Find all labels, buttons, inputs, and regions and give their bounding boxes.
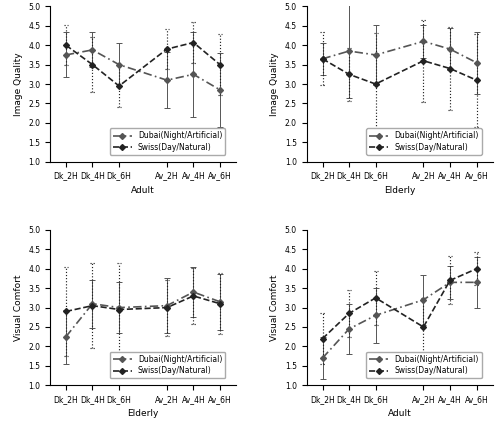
X-axis label: Elderly: Elderly [384,186,415,195]
Legend: Dubai(Night/Artificial), Swiss(Day/Natural): Dubai(Night/Artificial), Swiss(Day/Natur… [110,352,226,378]
Dubai(Night/Artificial) [320,56,326,61]
Legend: Dubai(Night/Artificial), Swiss(Day/Natural): Dubai(Night/Artificial), Swiss(Day/Natur… [366,352,482,378]
Swiss(Day/Natural) [217,301,223,306]
Dubai(Night/Artificial) [372,313,378,318]
Swiss(Day/Natural) [190,40,196,45]
Y-axis label: Visual Comfort: Visual Comfort [14,274,22,341]
Dubai(Night/Artificial) [346,48,352,54]
Dubai(Night/Artificial) [63,52,69,57]
Line: Swiss(Day/Natural): Swiss(Day/Natural) [64,294,222,314]
Swiss(Day/Natural) [190,293,196,298]
Line: Dubai(Night/Artificial): Dubai(Night/Artificial) [64,48,222,92]
Line: Dubai(Night/Artificial): Dubai(Night/Artificial) [320,280,478,360]
Dubai(Night/Artificial) [90,48,96,53]
Dubai(Night/Artificial) [164,303,170,308]
Swiss(Day/Natural) [372,295,378,300]
Swiss(Day/Natural) [320,336,326,341]
Legend: Dubai(Night/Artificial), Swiss(Day/Natural): Dubai(Night/Artificial), Swiss(Day/Natur… [110,128,226,155]
Line: Swiss(Day/Natural): Swiss(Day/Natural) [320,57,478,86]
Line: Swiss(Day/Natural): Swiss(Day/Natural) [64,40,222,88]
Dubai(Night/Artificial) [190,72,196,77]
Dubai(Night/Artificial) [474,60,480,65]
Swiss(Day/Natural) [320,56,326,61]
Dubai(Night/Artificial) [217,87,223,92]
Swiss(Day/Natural) [346,72,352,77]
Line: Dubai(Night/Artificial): Dubai(Night/Artificial) [64,290,222,339]
Line: Dubai(Night/Artificial): Dubai(Night/Artificial) [320,39,478,65]
Legend: Dubai(Night/Artificial), Swiss(Day/Natural): Dubai(Night/Artificial), Swiss(Day/Natur… [366,128,482,155]
Y-axis label: Visual Comfort: Visual Comfort [270,274,279,341]
Swiss(Day/Natural) [474,77,480,83]
Dubai(Night/Artificial) [90,301,96,306]
Dubai(Night/Artificial) [320,356,326,361]
Dubai(Night/Artificial) [447,47,453,52]
Swiss(Day/Natural) [63,309,69,314]
Dubai(Night/Artificial) [474,280,480,285]
X-axis label: Elderly: Elderly [128,410,158,419]
Swiss(Day/Natural) [447,66,453,71]
Swiss(Day/Natural) [420,324,426,330]
Dubai(Night/Artificial) [447,280,453,285]
Swiss(Day/Natural) [116,83,122,89]
Swiss(Day/Natural) [474,266,480,271]
Dubai(Night/Artificial) [420,297,426,303]
Swiss(Day/Natural) [217,62,223,67]
Swiss(Day/Natural) [164,47,170,52]
Dubai(Night/Artificial) [346,327,352,332]
X-axis label: Adult: Adult [388,410,411,419]
Y-axis label: Image Quality: Image Quality [270,52,279,116]
Swiss(Day/Natural) [63,43,69,48]
Line: Swiss(Day/Natural): Swiss(Day/Natural) [320,267,478,341]
X-axis label: Adult: Adult [131,186,155,195]
Dubai(Night/Artificial) [164,77,170,83]
Dubai(Night/Artificial) [190,289,196,294]
Swiss(Day/Natural) [420,58,426,63]
Swiss(Day/Natural) [90,303,96,308]
Swiss(Day/Natural) [164,305,170,310]
Dubai(Night/Artificial) [420,39,426,44]
Swiss(Day/Natural) [90,62,96,67]
Swiss(Day/Natural) [116,307,122,312]
Dubai(Night/Artificial) [116,62,122,67]
Dubai(Night/Artificial) [116,305,122,310]
Y-axis label: Image Quality: Image Quality [14,52,22,116]
Dubai(Night/Artificial) [217,299,223,304]
Swiss(Day/Natural) [372,81,378,86]
Swiss(Day/Natural) [447,278,453,283]
Dubai(Night/Artificial) [63,334,69,339]
Swiss(Day/Natural) [346,311,352,316]
Dubai(Night/Artificial) [372,52,378,57]
